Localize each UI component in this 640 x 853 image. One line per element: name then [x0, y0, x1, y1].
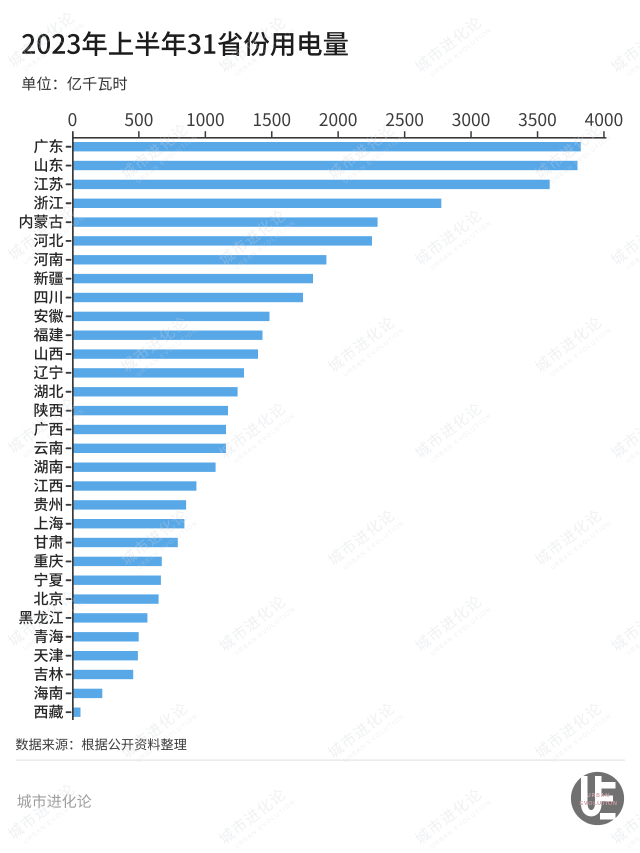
svg-text:URBAN: URBAN	[587, 793, 610, 799]
svg-text:EVOLUTION: EVOLUTION	[579, 801, 617, 807]
